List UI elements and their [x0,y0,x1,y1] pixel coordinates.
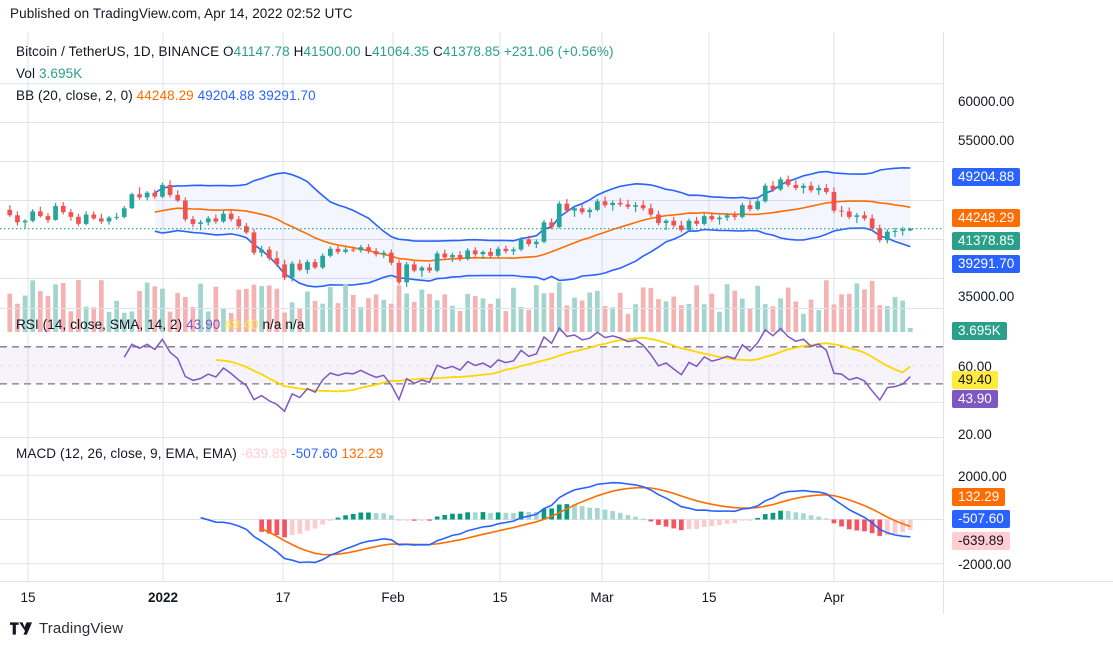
bb-basis-badge[interactable]: 44248.29 [952,209,1021,227]
price-scale[interactable]: 60000.00 55000.00 50000.00 45000.00 3500… [944,32,1113,582]
last-price-badge[interactable]: 41378.85 [952,232,1021,250]
legend-bb-title: BB (20, close, 2, 0) [16,88,133,103]
macd-tick-2000: 2000.00 [958,469,1007,484]
rsi-tick-20: 20.00 [958,427,992,442]
legend-low-label: L [364,44,373,59]
price-tick-55000: 55000.00 [958,133,1015,148]
legend-macd-title: MACD (12, 26, close, 9, EMA, EMA) [16,446,237,461]
footer-brand: TradingView [39,620,124,637]
legend-symbol[interactable]: Bitcoin / TetherUS, 1D, BINANCE [16,44,220,59]
chart-plot-area[interactable]: Bitcoin / TetherUS, 1D, BINANCE O41147.7… [0,32,944,581]
macd-value-badge[interactable]: -507.60 [952,510,1010,528]
time-tick-2022: 2022 [147,590,179,605]
published-caption: Published on TradingView.com, Apr 14, 20… [10,6,353,21]
legend-rsi-sma: 49.40 [224,317,259,332]
legend-bb-basis: 44248.29 [136,88,194,103]
rsi-sma-badge[interactable]: 49.40 [952,371,998,389]
scale-corner[interactable] [944,581,1113,614]
price-tick-60000: 60000.00 [958,94,1015,109]
tradingview-logo-icon [10,622,32,635]
legend-bb-upper: 49204.88 [197,88,255,103]
legend-close-label: C [433,44,443,59]
bb-upper-badge[interactable]: 49204.88 [952,168,1021,186]
legend-volume-value: 3.695K [38,66,83,81]
legend-macd-value: -507.60 [291,446,338,461]
legend-high-value: 41500.00 [303,44,361,59]
volume-badge[interactable]: 3.695K [952,322,1007,340]
time-tick-17: 17 [275,590,291,605]
legend-macd-hist: -639.89 [240,446,288,461]
legend-bb-lower: 39291.70 [258,88,316,103]
legend-high-label: H [293,44,304,59]
legend-bollinger[interactable]: BB (20, close, 2, 0) 44248.29 49204.88 3… [16,87,316,104]
legend-open-value: 41147.78 [233,44,290,59]
legend-volume[interactable]: Vol 3.695K [16,65,82,82]
footer: TradingView [10,620,123,637]
legend-open-label: O [223,44,234,59]
pane-separator-rsi-macd[interactable] [0,437,943,438]
price-tick-35000: 35000.00 [958,289,1015,304]
legend-low-value: 41064.35 [372,44,430,59]
bb-lower-badge[interactable]: 39291.70 [952,255,1021,273]
time-tick-apr: Apr [823,590,845,605]
time-tick-15: 15 [20,590,36,605]
time-scale[interactable]: 15202217Feb15Mar15Apr18 [0,581,963,614]
legend-rsi-title: RSI (14, close, SMA, 14, 2) [16,317,183,332]
legend-volume-title: Vol [16,66,36,81]
legend-change: +231.06 (+0.56%) [503,44,614,59]
legend-rsi-value: 43.90 [186,317,221,332]
legend-macd-signal: 132.29 [341,446,384,461]
chart-frame: Bitcoin / TetherUS, 1D, BINANCE O41147.7… [0,32,1113,614]
time-tick-15: 15 [492,590,508,605]
rsi-value-badge[interactable]: 43.90 [952,390,998,408]
time-tick-mar: Mar [590,590,614,605]
legend-macd[interactable]: MACD (12, 26, close, 9, EMA, EMA) -639.8… [16,445,383,462]
legend-close-value: 41378.85 [442,44,500,59]
legend-rsi-na1: n/a [262,317,282,332]
macd-tick-minus-2000: -2000.00 [958,557,1012,572]
time-tick-feb: Feb [381,590,405,605]
chart-canvas [0,32,943,581]
pane-separator-price-rsi[interactable] [0,308,943,309]
legend-rsi[interactable]: RSI (14, close, SMA, 14, 2) 43.90 49.40 … [16,316,304,333]
macd-hist-badge[interactable]: -639.89 [952,532,1010,550]
macd-signal-badge[interactable]: 132.29 [952,488,1006,506]
rsi-tick-60: 60.00 [958,359,992,374]
legend-main[interactable]: Bitcoin / TetherUS, 1D, BINANCE O41147.7… [16,43,614,60]
time-tick-15: 15 [701,590,717,605]
legend-rsi-na2: n/a [285,317,305,332]
